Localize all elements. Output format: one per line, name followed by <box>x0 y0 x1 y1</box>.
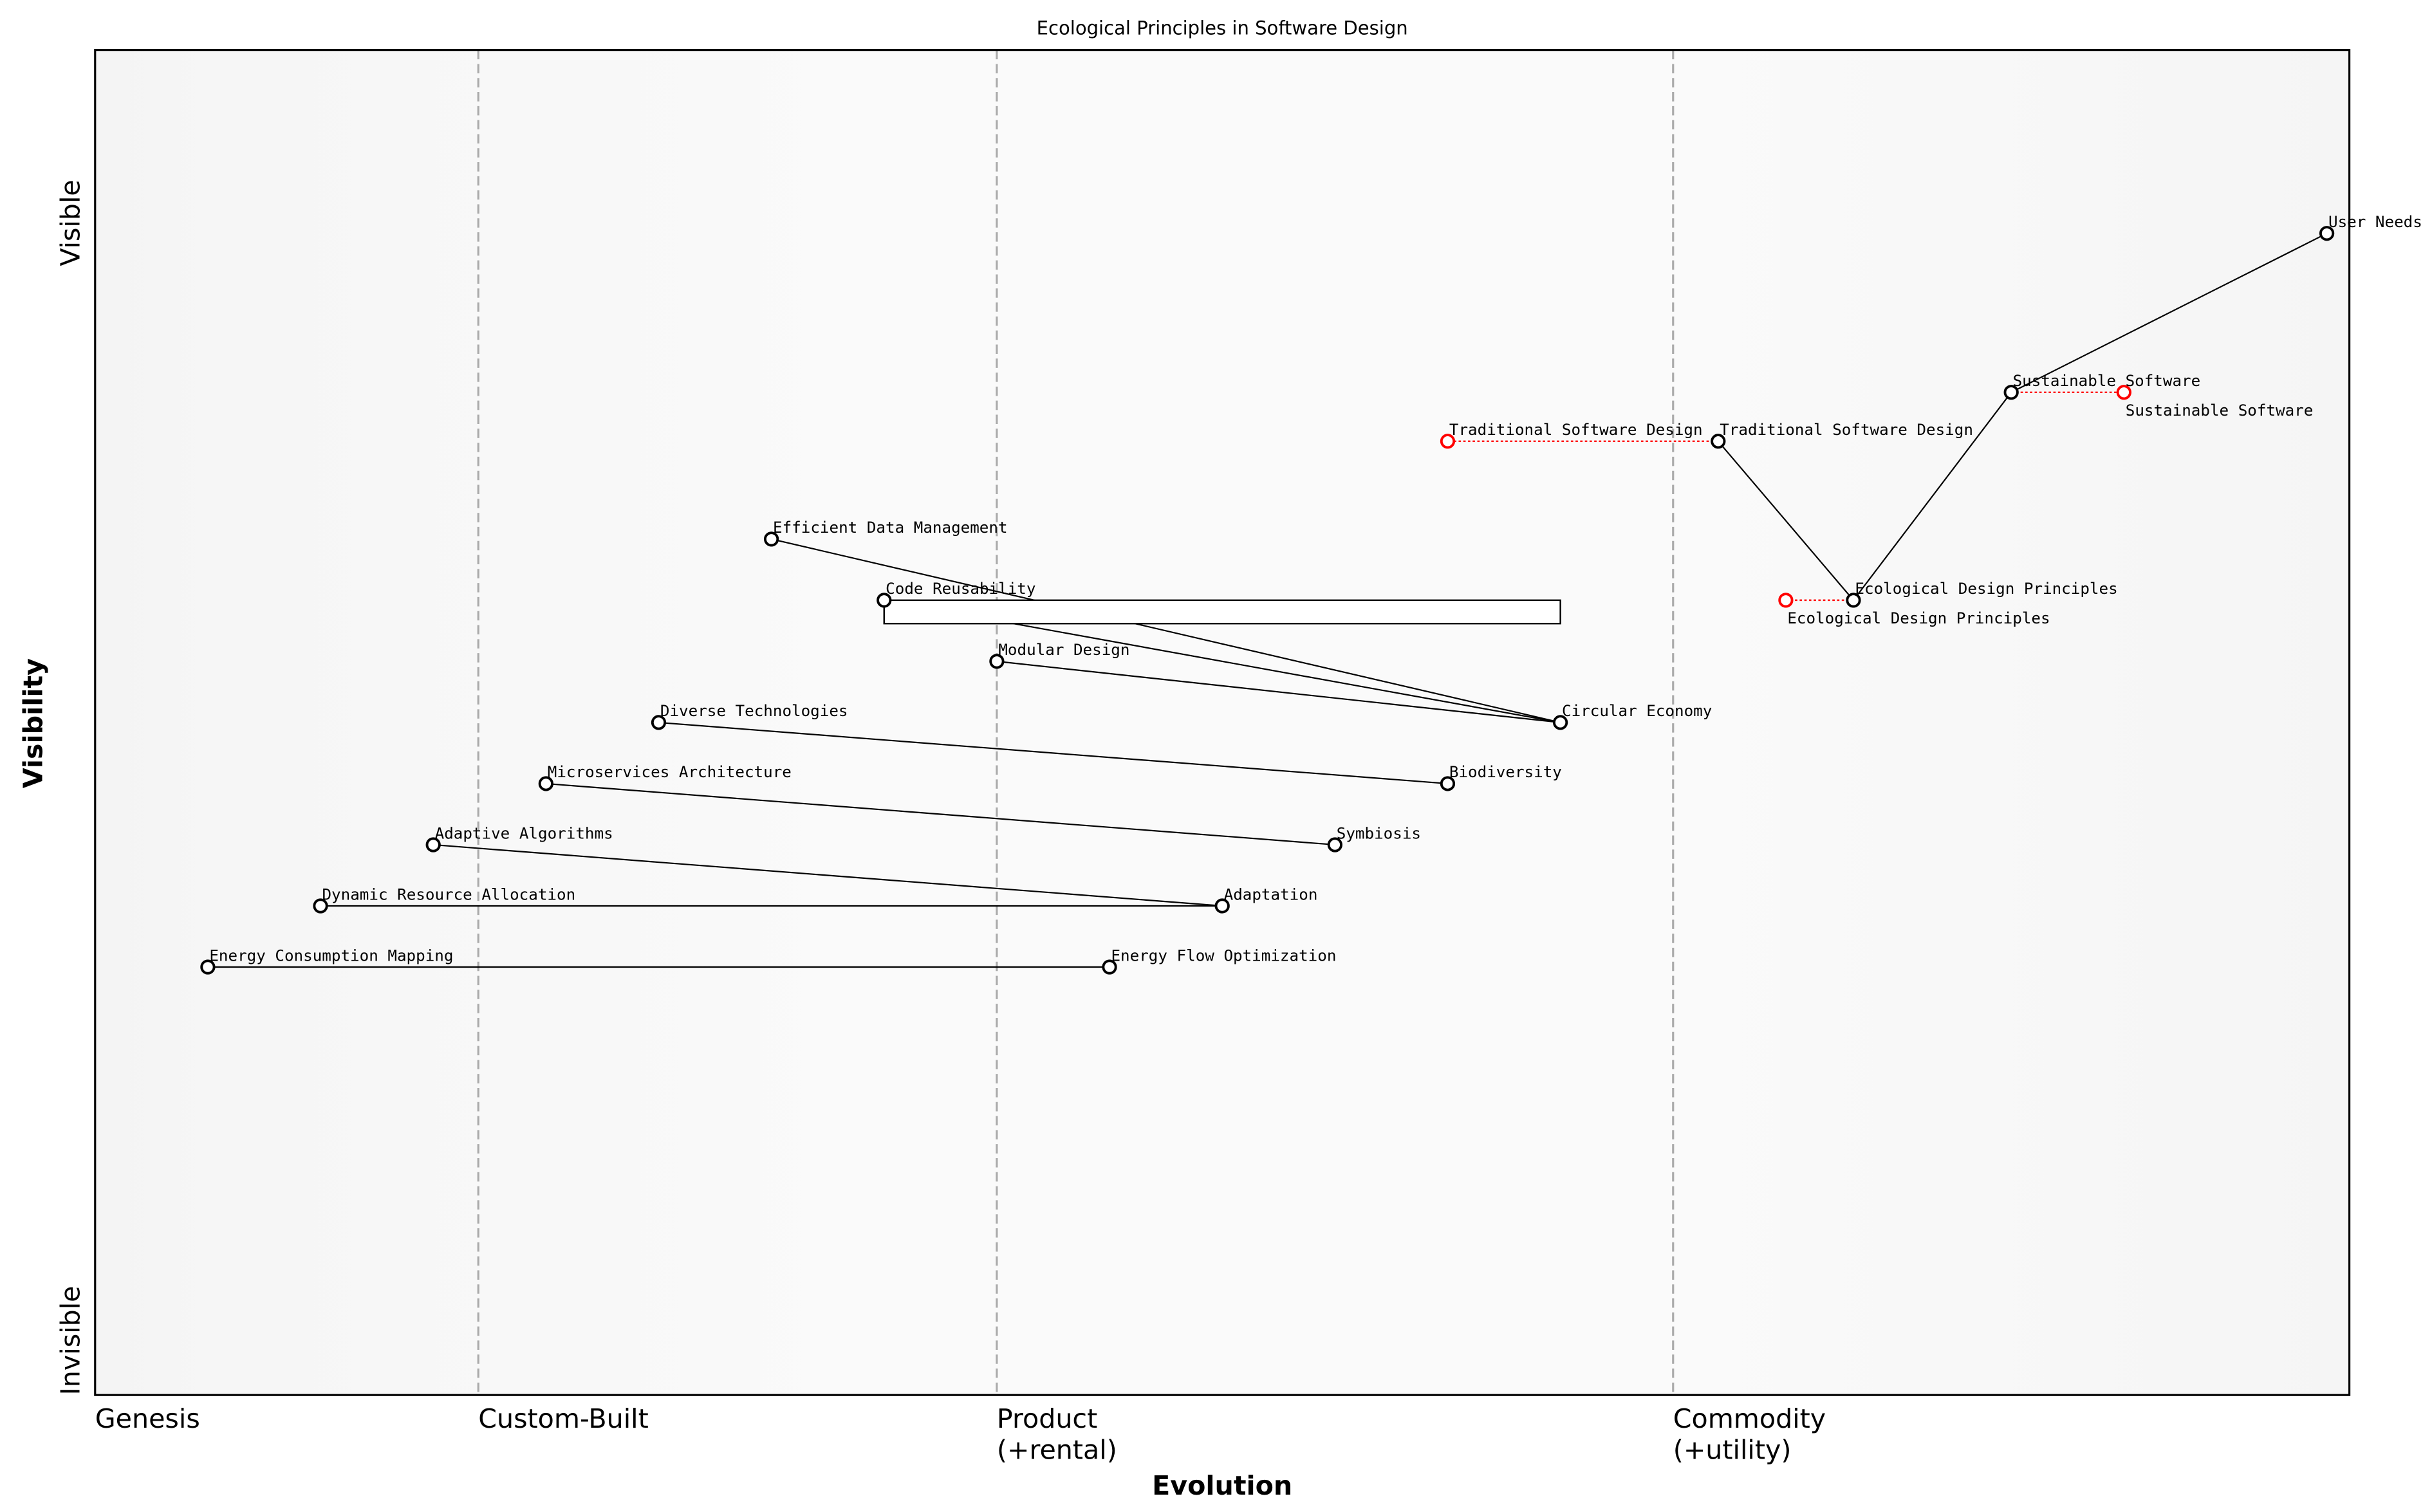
component-node-energy-flow-optimization <box>1102 959 1117 975</box>
component-label-energy-consumption-mapping: Energy Consumption Mapping <box>209 946 453 964</box>
component-node-diverse-technologies <box>651 715 667 730</box>
component-label-sustainable-software: Sustainable Software <box>2013 372 2201 390</box>
component-node-code-reusability <box>877 593 892 608</box>
component-label-circular-economy: Circular Economy <box>1562 702 1712 720</box>
y-tick-invisible: Invisible <box>55 1286 86 1395</box>
stage-label-genesis: Genesis <box>95 1403 200 1434</box>
link-microservices-architecture-to-symbiosis <box>546 782 1335 846</box>
evolved-node-ecological-design-principles <box>1778 593 1794 608</box>
evolved-node-traditional-software-design <box>1440 434 1456 449</box>
component-label-energy-flow-optimization: Energy Flow Optimization <box>1111 946 1336 964</box>
evolved-label-sustainable-software: Sustainable Software <box>2126 401 2314 419</box>
evolved-label-ecological-design-principles: Ecological Design Principles <box>1787 609 2050 627</box>
link-efficient-data-management-to-circular-economy <box>771 538 1561 723</box>
component-label-efficient-data-management: Efficient Data Management <box>773 519 1008 537</box>
component-label-code-reusability: Code Reusability <box>886 580 1035 598</box>
component-node-symbiosis <box>1327 837 1342 853</box>
x-axis-title: Evolution <box>1152 1470 1292 1501</box>
component-node-circular-economy <box>1552 715 1568 730</box>
link-modular-design-to-circular-economy <box>996 660 1561 724</box>
evolved-node-sustainable-software <box>2116 385 2131 400</box>
component-label-biodiversity: Biodiversity <box>1449 763 1562 781</box>
stage-label-custom-built: Custom-Built <box>478 1403 648 1434</box>
component-node-dynamic-resource-allocation <box>313 898 328 914</box>
stage-label-product-rental: Product (+rental) <box>997 1403 1117 1465</box>
plot-background <box>95 50 2350 1396</box>
evolved-label-traditional-software-design: Traditional Software Design <box>1449 421 1703 439</box>
component-label-user-needs: User Needs <box>2328 213 2422 231</box>
component-label-adaptation: Adaptation <box>1224 885 1318 903</box>
component-node-sustainable-software <box>2003 385 2019 400</box>
component-label-adaptive-algorithms: Adaptive Algorithms <box>435 824 613 842</box>
component-label-microservices-architecture: Microservices Architecture <box>548 763 792 781</box>
component-label-modular-design: Modular Design <box>998 641 1129 659</box>
component-label-ecological-design-principles: Ecological Design Principles <box>1855 580 2117 598</box>
component-label-dynamic-resource-allocation: Dynamic Resource Allocation <box>322 885 575 903</box>
y-axis-title: Visibility <box>17 658 48 788</box>
chart-title: Ecological Principles in Software Design <box>1037 17 1408 39</box>
y-tick-visible: Visible <box>55 180 86 266</box>
link-user-needs-to-sustainable-software <box>2010 232 2328 393</box>
link-sustainable-software-to-ecological-design-principles <box>1853 392 2012 601</box>
pipeline-code-reusability <box>883 599 1561 625</box>
component-label-symbiosis: Symbiosis <box>1337 824 1421 842</box>
component-node-adaptation <box>1214 898 1230 914</box>
plot-frame <box>94 49 2351 1396</box>
component-node-user-needs <box>2319 226 2335 241</box>
link-diverse-technologies-to-biodiversity <box>658 721 1448 785</box>
component-node-energy-consumption-mapping <box>200 959 216 975</box>
component-node-efficient-data-management <box>763 531 779 547</box>
component-node-microservices-architecture <box>538 776 553 791</box>
component-node-modular-design <box>989 654 1005 669</box>
stage-label-commodity-utility: Commodity (+utility) <box>1673 1403 1826 1465</box>
link-adaptive-algorithms-to-adaptation <box>433 844 1223 907</box>
component-node-traditional-software-design <box>1711 434 1726 449</box>
component-label-traditional-software-design: Traditional Software Design <box>1720 421 1973 439</box>
component-label-diverse-technologies: Diverse Technologies <box>660 702 848 720</box>
component-node-ecological-design-principles <box>1846 593 1861 608</box>
link-traditional-software-design-to-ecological-design-principles <box>1717 441 1854 601</box>
component-node-adaptive-algorithms <box>425 837 441 853</box>
component-node-biodiversity <box>1440 776 1456 791</box>
